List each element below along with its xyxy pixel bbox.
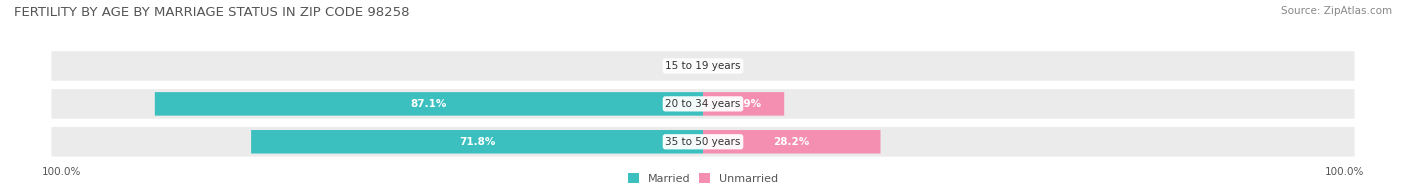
- Text: 35 to 50 years: 35 to 50 years: [665, 137, 741, 147]
- Legend: Married, Unmarried: Married, Unmarried: [623, 169, 783, 189]
- FancyBboxPatch shape: [252, 130, 703, 153]
- Text: 100.0%: 100.0%: [42, 167, 82, 178]
- Text: 20 to 34 years: 20 to 34 years: [665, 99, 741, 109]
- Text: 0.0%: 0.0%: [716, 61, 742, 71]
- FancyBboxPatch shape: [155, 92, 703, 116]
- Text: 28.2%: 28.2%: [773, 137, 810, 147]
- Text: Source: ZipAtlas.com: Source: ZipAtlas.com: [1281, 6, 1392, 16]
- FancyBboxPatch shape: [703, 92, 785, 116]
- FancyBboxPatch shape: [52, 89, 1354, 119]
- FancyBboxPatch shape: [52, 51, 1354, 81]
- Text: 100.0%: 100.0%: [1324, 167, 1364, 178]
- Text: 15 to 19 years: 15 to 19 years: [665, 61, 741, 71]
- Text: 12.9%: 12.9%: [725, 99, 762, 109]
- FancyBboxPatch shape: [703, 130, 880, 153]
- Text: FERTILITY BY AGE BY MARRIAGE STATUS IN ZIP CODE 98258: FERTILITY BY AGE BY MARRIAGE STATUS IN Z…: [14, 6, 409, 19]
- Text: 71.8%: 71.8%: [458, 137, 495, 147]
- FancyBboxPatch shape: [52, 127, 1354, 157]
- Text: 0.0%: 0.0%: [664, 61, 690, 71]
- Text: 87.1%: 87.1%: [411, 99, 447, 109]
